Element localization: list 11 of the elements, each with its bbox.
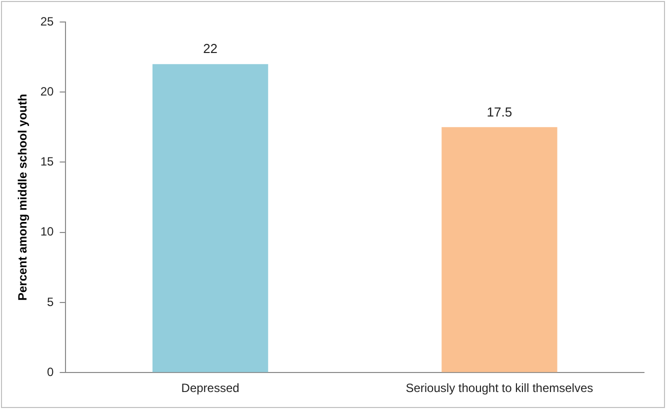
y-tick-label: 0 bbox=[47, 364, 54, 379]
data-label: 17.5 bbox=[486, 104, 512, 120]
y-tick-label: 10 bbox=[40, 224, 54, 239]
y-tick-label: 20 bbox=[40, 84, 54, 98]
data-label: 22 bbox=[203, 41, 218, 56]
y-tick-label: 15 bbox=[40, 154, 54, 169]
x-tick-label: Seriously thought to kill themselves bbox=[406, 381, 594, 396]
y-tick-label: 25 bbox=[40, 14, 54, 28]
y-axis-title: Percent among middle school youth bbox=[16, 94, 30, 301]
y-tick-label: 5 bbox=[47, 294, 54, 309]
x-tick-label: Depressed bbox=[181, 381, 240, 396]
